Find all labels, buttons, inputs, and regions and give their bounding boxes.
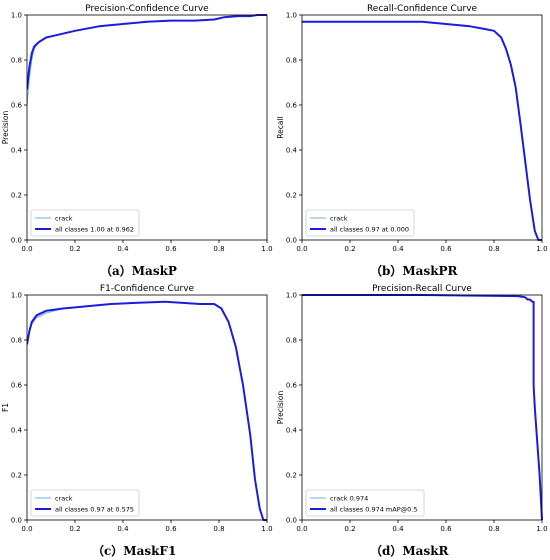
x-tick-label: 0.8	[213, 245, 224, 253]
y-tick-label: 0.4	[286, 427, 298, 435]
x-axis-label: Confidence	[126, 534, 169, 535]
caption-d: （d）MaskR	[370, 544, 449, 558]
x-tick-label: 0.0	[296, 525, 307, 533]
y-tick-label: 0.2	[286, 472, 297, 480]
y-tick-label: 0.4	[11, 147, 23, 155]
y-axis-label: Precision	[276, 391, 285, 425]
y-tick-label: 1.0	[286, 292, 297, 300]
x-tick-label: 0.6	[165, 245, 177, 253]
series-line-all-classes	[27, 14, 267, 90]
caption-b: （b）MaskPR	[370, 264, 458, 278]
y-tick-label: 0.6	[286, 102, 298, 110]
y-axis-label: Precision	[1, 111, 10, 145]
series-line-crack	[302, 21, 542, 241]
axes-frame	[301, 294, 543, 521]
x-tick-label: 1.0	[536, 245, 547, 253]
y-tick-label: 1.0	[11, 292, 22, 300]
x-tick-label: 1.0	[261, 525, 272, 533]
caption-a: （a）MaskP	[100, 264, 177, 278]
chart-title: Precision-Confidence Curve	[85, 4, 209, 14]
chart-recall-confidence: Recall-Confidence Curve 0.0 0.2 0.4 0.6 0.8 1.…	[276, 4, 548, 255]
x-tick-label: 0.6	[440, 245, 452, 253]
y-tick-label: 0.8	[11, 337, 22, 345]
x-tick-label: 0.6	[440, 525, 452, 533]
y-tick-label: 0.8	[286, 337, 297, 345]
legend-label-all-classes: all classes 0.97 at 0.000	[330, 226, 409, 234]
y-tick-label: 0.2	[11, 192, 22, 200]
x-tick-label: 0.4	[392, 245, 404, 253]
series-line-crack	[27, 301, 267, 521]
legend-label-all-classes: all classes 1.00 at 0.962	[55, 226, 134, 234]
y-tick-label: 0.0	[11, 237, 22, 245]
x-axis-label: Confidence	[401, 254, 444, 255]
chart-f1-confidence: F1-Confidence Curve 0.0 0.2 0.4 0.6 0.8 1.0 0.0…	[1, 284, 273, 535]
x-tick-label: 0.2	[69, 245, 80, 253]
y-tick-label: 0.6	[11, 102, 23, 110]
series-line-all-classes	[302, 294, 543, 521]
legend-label-crack: crack	[55, 215, 73, 223]
legend-label-crack: crack	[55, 495, 73, 503]
chart-precision-confidence: Precision-Confidence Curve 0.0 0.2 0.4 0.6 0.…	[1, 4, 273, 255]
legend-label-all-classes: all classes 0.974 mAP@0.5	[330, 506, 417, 514]
chart-precision-recall: Precision-Recall Curve 0.0 0.2 0.4 0.6 0.8 1.0…	[276, 284, 548, 535]
legend-box	[30, 209, 140, 237]
y-tick-label: 1.0	[286, 12, 297, 20]
y-tick-label: 1.0	[11, 12, 22, 20]
y-tick-label: 0.2	[11, 472, 22, 480]
axes-frame	[26, 14, 268, 241]
x-tick-label: 0.8	[488, 525, 499, 533]
y-axis-label: F1	[1, 403, 10, 412]
y-tick-label: 0.6	[11, 382, 23, 390]
legend-box	[30, 489, 140, 517]
x-tick-label: 0.0	[21, 525, 32, 533]
y-tick-label: 0.2	[286, 192, 297, 200]
legend-label-all-classes: all classes 0.97 at 0.575	[55, 506, 134, 514]
x-tick-label: 0.2	[69, 525, 80, 533]
legend-label-crack: crack 0.974	[330, 495, 368, 503]
series-line-crack	[27, 14, 267, 106]
x-tick-label: 0.8	[213, 525, 224, 533]
chart-title: F1-Confidence Curve	[100, 284, 195, 294]
series-line-all-classes	[302, 20, 542, 241]
x-tick-label: 0.4	[392, 525, 404, 533]
axes-frame	[301, 14, 543, 241]
chart-title: Precision-Recall Curve	[372, 284, 472, 294]
legend-label-crack: crack	[330, 215, 348, 223]
x-tick-label: 1.0	[536, 525, 547, 533]
x-tick-label: 0.0	[21, 245, 32, 253]
y-tick-label: 0.8	[286, 57, 297, 65]
y-tick-label: 0.6	[286, 382, 298, 390]
x-tick-label: 0.0	[296, 245, 307, 253]
x-axis-label: Recall	[411, 534, 433, 535]
legend-box	[305, 489, 425, 517]
caption-c: （c）MaskF1	[92, 544, 177, 558]
x-tick-label: 0.6	[165, 525, 177, 533]
y-axis-label: Recall	[276, 116, 285, 138]
x-tick-label: 1.0	[261, 245, 272, 253]
x-tick-label: 0.2	[344, 245, 355, 253]
axes-frame	[26, 294, 268, 521]
y-tick-label: 0.0	[286, 237, 297, 245]
y-tick-label: 0.0	[286, 517, 297, 525]
x-tick-label: 0.2	[344, 525, 355, 533]
y-tick-label: 0.8	[11, 57, 22, 65]
series-line-crack	[302, 294, 543, 521]
x-axis-label: Confidence	[126, 254, 169, 255]
x-tick-label: 0.8	[488, 245, 499, 253]
y-tick-label: 0.4	[286, 147, 298, 155]
legend-box	[305, 209, 415, 237]
y-tick-label: 0.0	[11, 517, 22, 525]
x-tick-label: 0.4	[117, 245, 129, 253]
series-line-all-classes	[27, 300, 267, 521]
chart-title: Recall-Confidence Curve	[367, 4, 478, 14]
x-tick-label: 0.4	[117, 525, 129, 533]
y-tick-label: 0.4	[11, 427, 23, 435]
